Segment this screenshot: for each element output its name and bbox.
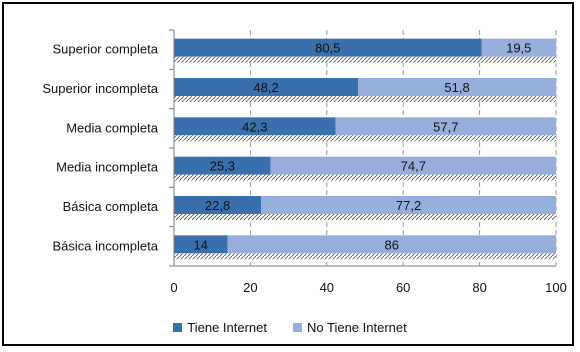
bar-1-2	[335, 117, 556, 136]
category-label-4: Básica completa	[63, 199, 159, 214]
bar-shadow-2	[174, 135, 556, 142]
bar-shadow-4	[174, 214, 556, 220]
legend-swatch-series-0	[173, 323, 183, 332]
category-label-0: Superior completa	[53, 42, 159, 57]
category-label-5: Básica incompleta	[53, 238, 159, 253]
legend-label-series-0: Tiene Internet	[187, 320, 267, 335]
data-label-1-1: 51,8	[444, 80, 469, 95]
category-label-1: Superior incompleta	[42, 81, 158, 96]
bar-1-5	[227, 235, 557, 254]
bar-1-4	[261, 196, 556, 214]
data-label-0-5: 14	[194, 237, 208, 252]
bar-0-2	[174, 117, 336, 136]
data-label-0-0: 80,5	[315, 41, 340, 56]
legend: Tiene Internet No Tiene Internet	[0, 320, 580, 335]
bar-0-1	[174, 78, 359, 96]
x-tick-label-3: 60	[396, 280, 410, 295]
x-tick-label-1: 20	[243, 280, 257, 295]
x-tick-label-0: 0	[170, 280, 177, 295]
bar-shadow-0	[174, 56, 556, 63]
data-label-1-2: 57,7	[433, 119, 458, 134]
category-label-3: Media incompleta	[56, 160, 159, 175]
legend-swatch-series-1	[293, 323, 302, 332]
bar-shadow-5	[174, 253, 556, 260]
bar-shadow-3	[174, 174, 556, 181]
bar-1-1	[358, 78, 556, 96]
data-label-0-3: 25,3	[210, 159, 235, 174]
data-label-0-4: 22,8	[205, 198, 230, 213]
bar-0-3	[174, 156, 271, 175]
data-label-1-3: 74,7	[401, 159, 426, 174]
data-label-0-1: 48,2	[253, 80, 278, 95]
bar-1-3	[270, 156, 556, 175]
legend-item-series-1: No Tiene Internet	[293, 320, 407, 335]
legend-label-series-1: No Tiene Internet	[307, 320, 407, 335]
data-label-0-2: 42,3	[242, 119, 267, 134]
bar-0-0	[174, 38, 482, 57]
x-tick-label-5: 100	[545, 280, 567, 295]
x-tick-label-4: 80	[472, 280, 486, 295]
data-label-1-4: 77,2	[396, 198, 421, 213]
bar-0-4	[174, 196, 262, 214]
bar-shadow-1	[174, 96, 556, 102]
data-label-1-5: 86	[385, 237, 399, 252]
data-label-1-0: 19,5	[506, 41, 531, 56]
category-label-2: Media completa	[66, 120, 159, 135]
bar-1-0	[481, 38, 556, 57]
x-tick-label-2: 40	[320, 280, 334, 295]
bars: 80,5 19,5 48,2 51,8 42,3 57,7 25,3 74,7 22,8 77,2…	[174, 38, 557, 260]
axes: 0 20 40 60 80 100 Superior completa Superior in…	[42, 29, 567, 295]
gridlines	[249, 30, 557, 266]
legend-item-series-0: Tiene Internet	[173, 320, 267, 335]
bar-0-5	[174, 235, 228, 254]
